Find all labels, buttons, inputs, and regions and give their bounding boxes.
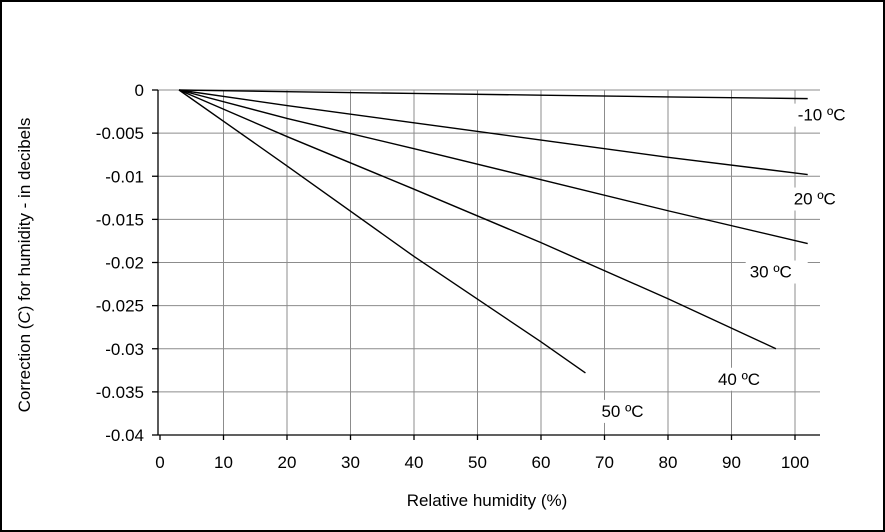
y-tick-label: -0.015 [96,210,144,229]
series-line [179,89,808,100]
series-label-bg [793,103,862,127]
x-tick-label: 0 [155,453,164,472]
series-label-bg [789,187,850,211]
y-tick-label: -0.01 [105,167,144,186]
series-line [178,89,808,245]
x-tick-label: 80 [659,453,678,472]
series-labels: -10 ºC 20 ºC 30 ºC 40 ºC 50 ºC [597,103,862,423]
series-label: 20 ºC [794,190,836,209]
y-tick-label: -0.02 [105,254,144,273]
series-lines [178,89,808,374]
series-line [178,89,808,176]
x-tick-label: 90 [722,453,741,472]
series-label: 30 ºC [750,263,792,282]
axes: 0 10 20 30 40 50 60 70 80 90 100 0 -0.005 -0.01 -0.015… [96,81,820,472]
y-tick-label: -0.005 [96,124,144,143]
y-tick-label: -0.03 [105,340,144,359]
x-tick-label: 10 [214,453,233,472]
y-tick-label: -0.04 [105,426,144,445]
series-label-bg [713,367,776,391]
series-label: 50 ºC [601,402,643,421]
x-axis-label: Relative humidity (%) [407,491,568,510]
series-line [178,89,777,350]
y-axis-label: Correction (C) for humidity - in decibel… [15,118,34,413]
x-tick-label: 100 [781,453,809,472]
x-tick-label: 40 [405,453,424,472]
x-tick-label: 60 [532,453,551,472]
grid [158,89,820,435]
y-tick-label: 0 [135,81,144,100]
x-tick-label: 30 [341,453,360,472]
x-tick-label: 50 [468,453,487,472]
x-tick-label: 20 [278,453,297,472]
y-tick-label: -0.035 [96,383,144,402]
series-label-bg [597,399,660,423]
series-label-bg [745,260,808,284]
x-tick-label: 70 [595,453,614,472]
y-tick-label: -0.025 [96,297,144,316]
series-line [178,89,586,374]
series-label: 40 ºC [718,370,760,389]
series-label: -10 ºC [798,106,846,125]
